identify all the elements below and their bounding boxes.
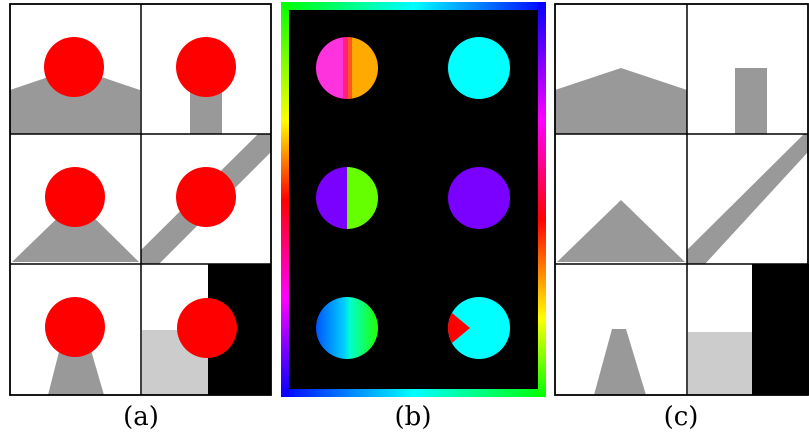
c-triangle-obstacle <box>557 200 685 262</box>
red-disk <box>45 297 105 357</box>
c-cone-obstacle <box>594 329 646 395</box>
panel-c-label: (c) <box>663 402 699 432</box>
panel-b-label: (b) <box>394 402 432 432</box>
panel-c-border <box>554 3 809 396</box>
mound-obstacle <box>10 68 140 134</box>
c-black-region <box>752 264 809 395</box>
panel-a-label: (a) <box>123 402 159 432</box>
panel-a-cell-diagonal <box>141 134 271 264</box>
red-disk <box>176 37 236 97</box>
frame-bottom <box>281 389 546 397</box>
panel-a-cell-triangle <box>12 167 139 262</box>
disk-gradient-blue-green <box>316 297 378 359</box>
disk-cyan-with-red-wedge <box>448 297 510 359</box>
frame-top <box>281 2 546 10</box>
c-diagonal-bar-obstacle <box>687 134 808 264</box>
c-pillar-obstacle <box>735 68 767 134</box>
panel-a-cell-mound <box>10 37 140 134</box>
disk-purple <box>448 167 510 229</box>
disk-split-magenta-orange <box>316 37 378 99</box>
panel-b <box>281 2 546 397</box>
disk-cyan <box>448 37 510 99</box>
panel-a-cell-box <box>142 264 271 395</box>
triangle-obstacle <box>12 200 139 262</box>
red-disk <box>176 167 236 227</box>
panel-a <box>9 3 272 396</box>
panel-a-border <box>9 3 272 396</box>
panel-c-grid <box>555 4 808 395</box>
panel-c <box>554 3 809 396</box>
panel-a-grid <box>10 4 271 395</box>
c-mound-obstacle <box>555 68 687 134</box>
panel-a-cell-cone <box>45 297 105 395</box>
frame-right <box>538 2 546 397</box>
red-disk <box>177 298 237 358</box>
red-disk <box>44 37 104 97</box>
red-disk <box>45 167 105 227</box>
panel-a-cell-pillar <box>176 37 236 134</box>
frame-left <box>281 2 289 397</box>
c-light-box-obstacle <box>688 332 752 395</box>
